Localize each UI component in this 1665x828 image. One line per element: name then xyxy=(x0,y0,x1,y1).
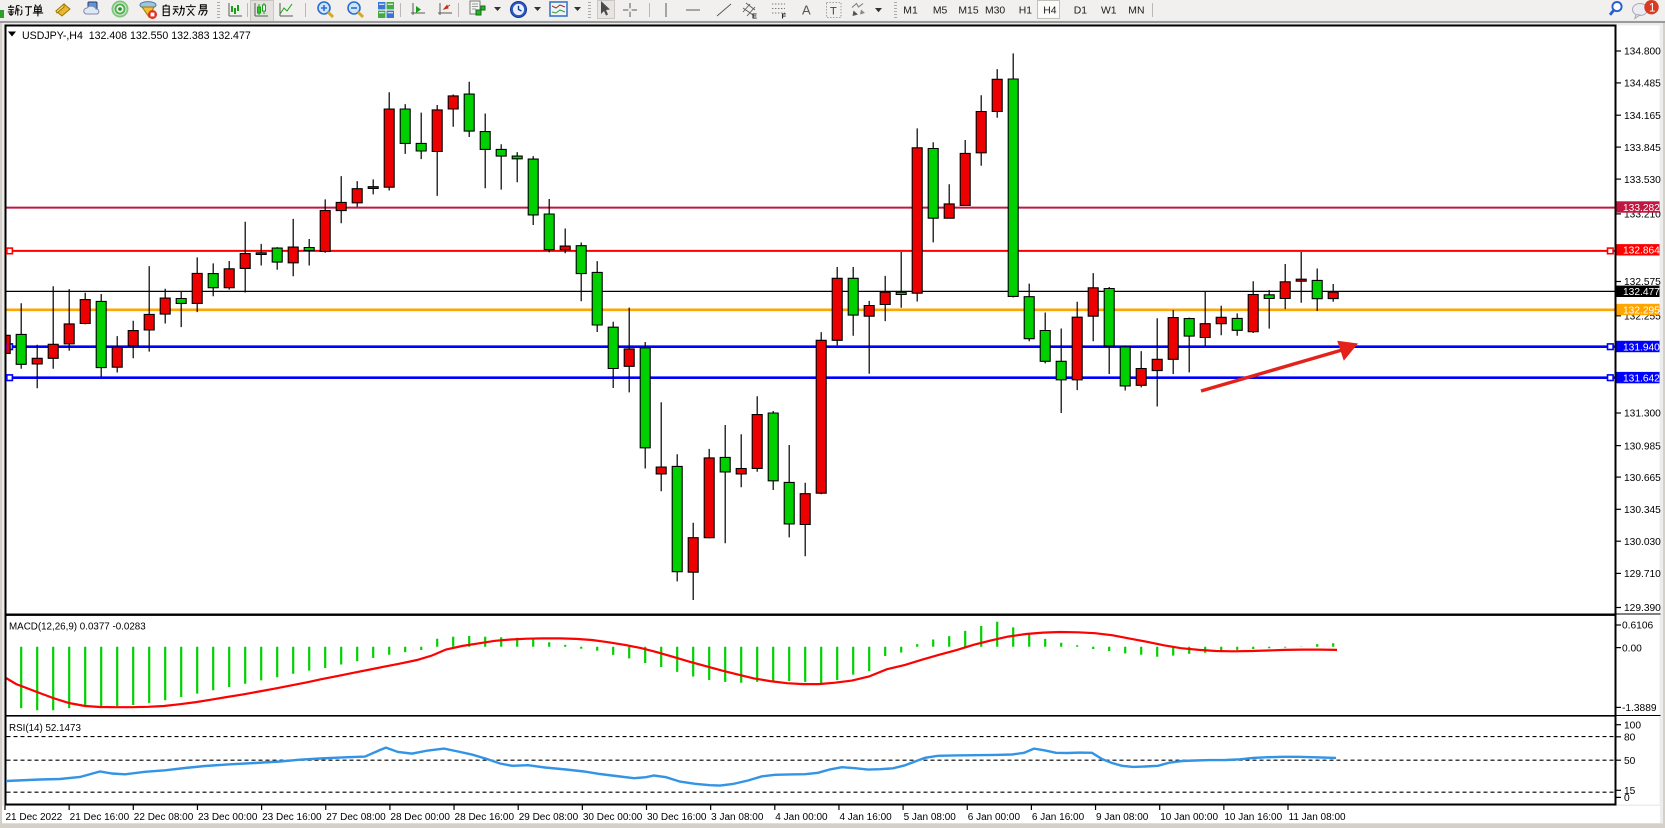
svg-text:10 Jan 16:00: 10 Jan 16:00 xyxy=(1224,812,1282,823)
svg-text:11 Jan 08:00: 11 Jan 08:00 xyxy=(1289,812,1347,823)
svg-text:133.530: 133.530 xyxy=(1624,175,1661,186)
svg-text:80: 80 xyxy=(1624,733,1636,744)
svg-text:9 Jan 08:00: 9 Jan 08:00 xyxy=(1096,812,1149,823)
svg-text:28 Dec 16:00: 28 Dec 16:00 xyxy=(455,812,515,823)
svg-text:5 Jan 08:00: 5 Jan 08:00 xyxy=(904,812,957,823)
svg-text:133.210: 133.210 xyxy=(1624,210,1661,221)
svg-text:30 Dec 00:00: 30 Dec 00:00 xyxy=(583,812,643,823)
svg-text:30 Dec 16:00: 30 Dec 16:00 xyxy=(647,812,707,823)
svg-text:21 Dec 16:00: 21 Dec 16:00 xyxy=(70,812,130,823)
svg-text:21 Dec 2022: 21 Dec 2022 xyxy=(6,812,63,823)
svg-text:H4: H4 xyxy=(1043,6,1057,17)
svg-text:RSI(14) 52.1473: RSI(14) 52.1473 xyxy=(9,723,81,734)
svg-text:6 Jan 00:00: 6 Jan 00:00 xyxy=(968,812,1021,823)
svg-text:132.575: 132.575 xyxy=(1624,277,1661,288)
svg-text:USDJPY-,H4 132.408 132.550 13: USDJPY-,H4 132.408 132.550 132.383 132.4… xyxy=(22,30,251,42)
svg-text:132.864: 132.864 xyxy=(1623,246,1660,257)
svg-text:4 Jan 16:00: 4 Jan 16:00 xyxy=(839,812,892,823)
svg-text:0.00: 0.00 xyxy=(1622,643,1642,654)
svg-text:29 Dec 08:00: 29 Dec 08:00 xyxy=(519,812,579,823)
svg-text:130.985: 130.985 xyxy=(1624,441,1661,452)
svg-text:E: E xyxy=(752,12,757,21)
svg-text:6 Jan 16:00: 6 Jan 16:00 xyxy=(1032,812,1085,823)
svg-text:3 Jan 08:00: 3 Jan 08:00 xyxy=(711,812,764,823)
svg-text:131.940: 131.940 xyxy=(1623,342,1660,353)
svg-text:50: 50 xyxy=(1624,756,1636,767)
svg-text:15: 15 xyxy=(1624,786,1636,797)
svg-text:134.485: 134.485 xyxy=(1624,79,1661,90)
svg-text:23 Dec 16:00: 23 Dec 16:00 xyxy=(262,812,322,823)
svg-text:4 Jan 00:00: 4 Jan 00:00 xyxy=(775,812,828,823)
svg-text:133.282: 133.282 xyxy=(1623,203,1660,214)
svg-text:W1: W1 xyxy=(1101,6,1117,17)
svg-text:134.800: 134.800 xyxy=(1624,47,1661,58)
svg-text:133.845: 133.845 xyxy=(1624,143,1661,154)
svg-text:132.295: 132.295 xyxy=(1623,305,1660,316)
svg-text:130.345: 130.345 xyxy=(1624,505,1661,516)
svg-text:130.030: 130.030 xyxy=(1624,537,1661,548)
svg-text:0: 0 xyxy=(1624,793,1630,804)
svg-text:132.255: 132.255 xyxy=(1624,312,1661,323)
svg-text:131.642: 131.642 xyxy=(1623,374,1660,385)
svg-text:27 Dec 08:00: 27 Dec 08:00 xyxy=(326,812,386,823)
svg-text:130.665: 130.665 xyxy=(1624,473,1661,484)
svg-text:M1: M1 xyxy=(903,6,918,17)
svg-text:134.165: 134.165 xyxy=(1624,111,1661,122)
svg-text:100: 100 xyxy=(1624,720,1641,731)
svg-text:131.300: 131.300 xyxy=(1624,409,1661,420)
svg-text:-1.3889: -1.3889 xyxy=(1622,703,1657,714)
svg-text:129.390: 129.390 xyxy=(1624,603,1661,614)
svg-text:129.710: 129.710 xyxy=(1624,569,1661,580)
svg-text:MN: MN xyxy=(1128,6,1144,17)
svg-text:MACD(12,26,9) 0.0377 -0.0283: MACD(12,26,9) 0.0377 -0.0283 xyxy=(9,622,146,633)
svg-text:10 Jan 00:00: 10 Jan 00:00 xyxy=(1160,812,1218,823)
svg-text:D1: D1 xyxy=(1074,6,1088,17)
svg-text:0.6106: 0.6106 xyxy=(1622,621,1653,632)
svg-text:22 Dec 08:00: 22 Dec 08:00 xyxy=(134,812,194,823)
svg-text:F: F xyxy=(782,12,787,21)
svg-text:M30: M30 xyxy=(985,6,1005,17)
svg-text:1: 1 xyxy=(1649,2,1655,14)
svg-text:M5: M5 xyxy=(933,6,948,17)
svg-text:28 Dec 00:00: 28 Dec 00:00 xyxy=(390,812,450,823)
svg-text:M15: M15 xyxy=(958,6,978,17)
svg-text:H1: H1 xyxy=(1019,6,1033,17)
svg-text:23 Dec 00:00: 23 Dec 00:00 xyxy=(198,812,258,823)
svg-text:A: A xyxy=(802,3,811,18)
svg-text:T: T xyxy=(830,6,837,18)
svg-text:132.477: 132.477 xyxy=(1623,287,1660,298)
